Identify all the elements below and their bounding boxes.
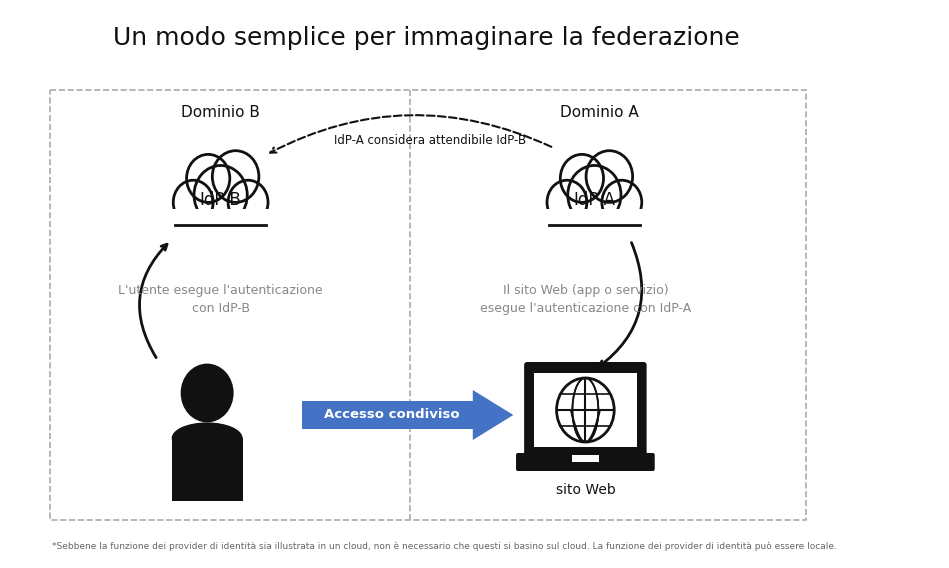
Bar bbox=[49, 90, 806, 520]
Text: Il sito Web (app o servizio): Il sito Web (app o servizio) bbox=[503, 283, 668, 296]
Circle shape bbox=[180, 364, 233, 423]
Text: Dominio A: Dominio A bbox=[560, 105, 639, 119]
Circle shape bbox=[228, 180, 268, 224]
Circle shape bbox=[602, 180, 642, 224]
Bar bbox=[302, 401, 473, 429]
Text: *Sebbene la funzione dei provider di identità sia illustrata in un cloud, non è : *Sebbene la funzione dei provider di ide… bbox=[52, 541, 837, 551]
Text: IdP-B: IdP-B bbox=[200, 191, 241, 209]
Circle shape bbox=[213, 151, 259, 202]
Ellipse shape bbox=[172, 423, 243, 454]
Text: con IdP-B: con IdP-B bbox=[192, 302, 250, 315]
Circle shape bbox=[187, 154, 230, 202]
Circle shape bbox=[556, 378, 614, 442]
Circle shape bbox=[560, 154, 604, 202]
Text: Dominio B: Dominio B bbox=[181, 105, 260, 119]
FancyBboxPatch shape bbox=[524, 362, 646, 458]
Text: IdP-A considera attendibile IdP-B: IdP-A considera attendibile IdP-B bbox=[334, 133, 527, 147]
Text: esegue l'autenticazione con IdP-A: esegue l'autenticazione con IdP-A bbox=[480, 302, 691, 315]
Circle shape bbox=[194, 165, 248, 224]
Text: Accesso condiviso: Accesso condiviso bbox=[324, 408, 459, 421]
Circle shape bbox=[568, 165, 621, 224]
Circle shape bbox=[547, 180, 586, 224]
Polygon shape bbox=[473, 390, 513, 440]
Circle shape bbox=[174, 180, 214, 224]
FancyBboxPatch shape bbox=[516, 453, 655, 471]
Text: sito Web: sito Web bbox=[555, 483, 615, 497]
Bar bbox=[167, 209, 274, 241]
Text: Un modo semplice per immaginare la federazione: Un modo semplice per immaginare la feder… bbox=[114, 26, 740, 50]
Circle shape bbox=[586, 151, 633, 202]
Text: utente: utente bbox=[184, 483, 230, 497]
Bar bbox=[172, 438, 243, 501]
Bar bbox=[572, 455, 599, 462]
Text: IdP-A: IdP-A bbox=[573, 191, 615, 209]
Bar bbox=[540, 209, 648, 241]
Text: L'utente esegue l'autenticazione: L'utente esegue l'autenticazione bbox=[119, 283, 323, 296]
Bar bbox=[534, 373, 637, 447]
